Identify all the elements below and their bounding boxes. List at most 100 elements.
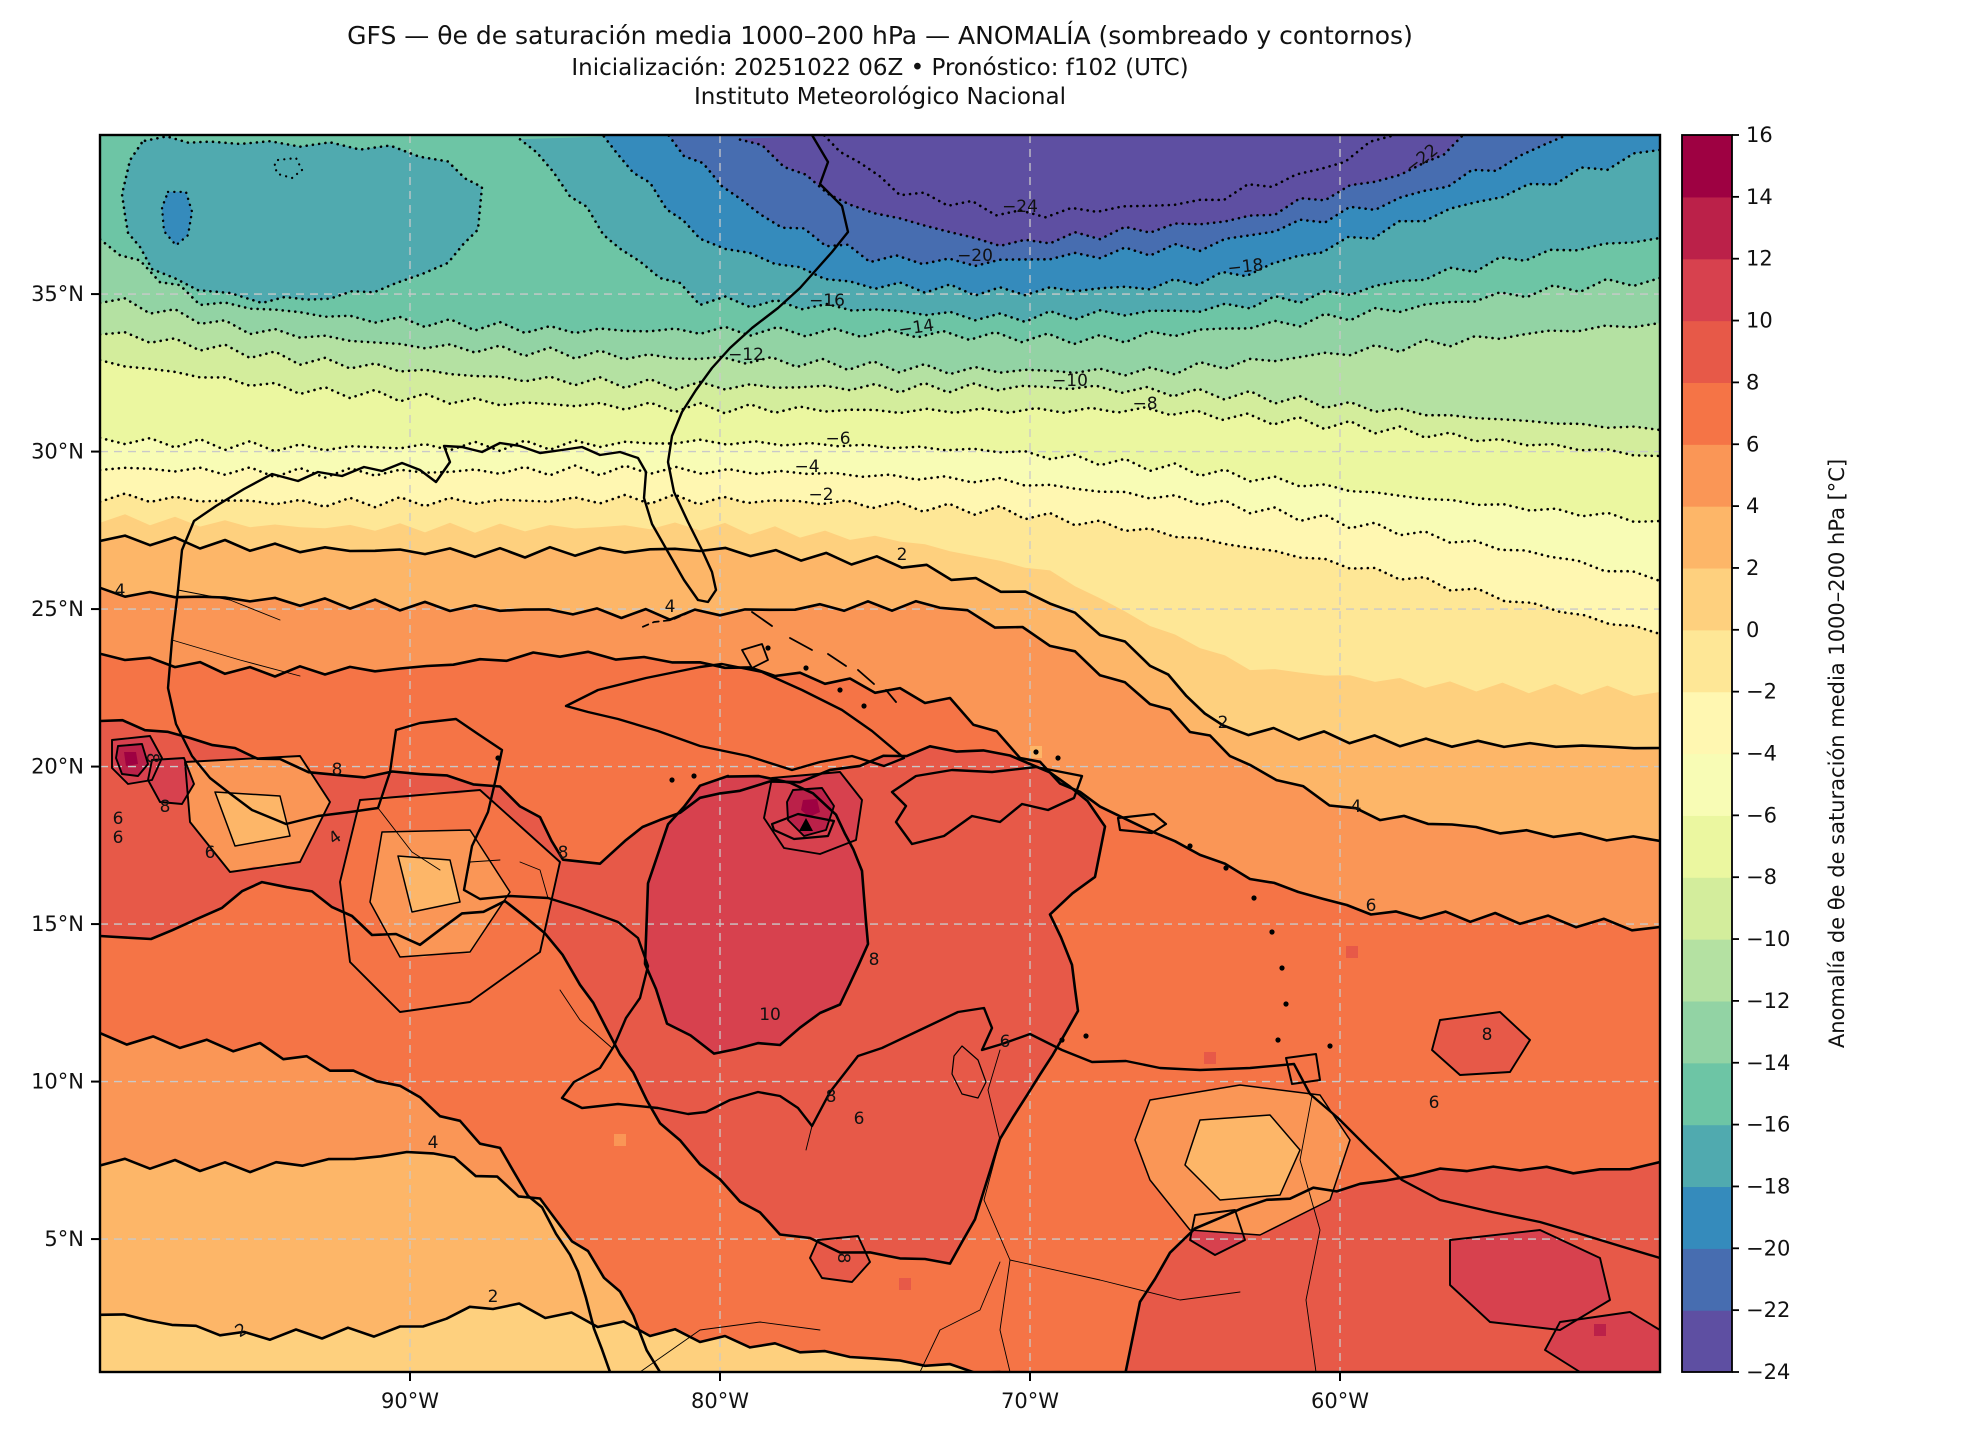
- y-tick-label: 5°N: [44, 1227, 84, 1251]
- fill-pocket: [398, 856, 460, 912]
- contour-line-positive: [100, 1302, 1002, 1372]
- island-dot: [1033, 749, 1039, 755]
- contour-loop-positive: [147, 757, 195, 805]
- island-dot: [1275, 1037, 1281, 1043]
- island-dot: [1083, 1033, 1089, 1039]
- fill-pocket: [215, 792, 290, 846]
- coastline-jamaica: [770, 812, 836, 841]
- contour-label: −24: [1002, 197, 1038, 217]
- contour-label: −16: [809, 291, 845, 311]
- contour-loop-negative: [120, 135, 484, 305]
- map-frame: [98, 133, 1662, 1374]
- contour-line-negative: [738, 135, 1465, 248]
- contour-loop-negative: [272, 156, 304, 180]
- colorbar-tick-label: −2: [1746, 680, 1777, 704]
- coastline-puerto-rico: [1116, 812, 1168, 835]
- contour-label: 8: [833, 1253, 853, 1264]
- contour-label: 6: [113, 809, 124, 829]
- country-border: [639, 1321, 821, 1372]
- contour-line-positive: [100, 1031, 612, 1372]
- contour-loop-positive: [809, 1235, 871, 1283]
- x-tick-label: 70°W: [1001, 1389, 1059, 1413]
- contour-loop-positive: [397, 855, 461, 913]
- island-dot: [1187, 843, 1193, 849]
- coastline-andros: [741, 643, 769, 669]
- contour-loop-positive: [115, 743, 149, 777]
- chart-credit: Instituto Meteorológico Nacional: [694, 84, 1066, 110]
- contour-line-positive: [100, 650, 1660, 932]
- country-border: [1299, 1095, 1321, 1372]
- colorbar-segment: [1682, 1186, 1732, 1249]
- contour-loop-positive: [1189, 1209, 1246, 1256]
- contour-label: 8: [558, 843, 569, 863]
- island-dot: [1327, 1043, 1333, 1049]
- lake-maracaibo: [951, 1045, 987, 1099]
- island-dot: [837, 687, 843, 693]
- fill-loop16: [122, 136, 482, 303]
- y-tick-label: 10°N: [31, 1070, 84, 1094]
- colorbar-segment: [1682, 196, 1732, 260]
- contour-loop-negative: [160, 190, 194, 247]
- contour-label: 6: [1000, 1032, 1011, 1052]
- contour-label: −14: [897, 316, 935, 341]
- country-border: [519, 861, 549, 899]
- fill-spot: [801, 799, 820, 817]
- fill-sw-0to2: [100, 1304, 1000, 1372]
- contour-label: 8: [160, 797, 171, 817]
- island-dot: [1283, 1001, 1289, 1007]
- contour-lines: [100, 135, 1660, 1372]
- contour-label: 6: [205, 843, 216, 863]
- island-dot: [1055, 755, 1061, 761]
- contour-line-10: [643, 774, 870, 1055]
- contour-line-negative: [100, 464, 1660, 583]
- fill-spot: [148, 758, 194, 804]
- coastlines: [166, 135, 1660, 1372]
- colorbar-segment: [1682, 1062, 1732, 1126]
- contour-label: −4: [794, 457, 819, 477]
- country-border: [177, 589, 281, 621]
- contour-label: −6: [825, 429, 850, 449]
- contour-line-positive: [100, 1150, 662, 1372]
- fill-pocket: [1185, 1115, 1300, 1200]
- y-tick-label: 25°N: [31, 597, 84, 621]
- y-tick-label: 20°N: [31, 755, 84, 779]
- island-dot: [803, 665, 809, 671]
- contour-label: 8: [142, 753, 162, 764]
- x-tick-label: 90°W: [381, 1389, 439, 1413]
- colorbar-tick-label: 16: [1746, 123, 1773, 147]
- contour-loop-positive: [339, 789, 561, 1013]
- contour-line-negative: [100, 492, 1660, 636]
- colorbar-tick-label: 4: [1746, 494, 1759, 518]
- country-border: [919, 1261, 1001, 1372]
- country-border: [463, 859, 501, 891]
- colorbar-tick-label: −22: [1746, 1298, 1790, 1322]
- colorbar-segment: [1682, 877, 1732, 940]
- contour-label-layer: −24−22−20 −18−16−14−12−10−8−6−4−222224444…: [113, 140, 1493, 1342]
- x-tick-label: 80°W: [691, 1389, 749, 1413]
- island-dot: [1223, 865, 1229, 871]
- contour-label: 8: [1482, 1025, 1493, 1045]
- contour-label: 6: [113, 828, 124, 848]
- contour-loop-positive: [763, 771, 863, 855]
- contour-label: 4: [1351, 797, 1362, 817]
- fill-spot18: [162, 191, 192, 246]
- colorbar-tick-label: 0: [1746, 618, 1759, 642]
- colorbar-tick-label: −8: [1746, 865, 1777, 889]
- contour-line-8: [1124, 1160, 1660, 1372]
- fill-8-spot: [1432, 1012, 1530, 1075]
- contour-line-negative: [601, 135, 1660, 297]
- fill-speck: [292, 1190, 304, 1202]
- contour-label: 2: [897, 545, 908, 565]
- colorbar-segment: [1682, 444, 1732, 507]
- colorbar-segment: [1682, 815, 1732, 878]
- fill-10-se: [1545, 1312, 1660, 1372]
- colorbar-tick-label: −20: [1746, 1236, 1790, 1260]
- colorbar-segment: [1682, 382, 1732, 445]
- island-dot: [1279, 965, 1285, 971]
- island-dot: [691, 773, 697, 779]
- country-border: [559, 989, 613, 1049]
- fill-speck: [1594, 1324, 1606, 1336]
- contour-line-negative: [666, 135, 1569, 268]
